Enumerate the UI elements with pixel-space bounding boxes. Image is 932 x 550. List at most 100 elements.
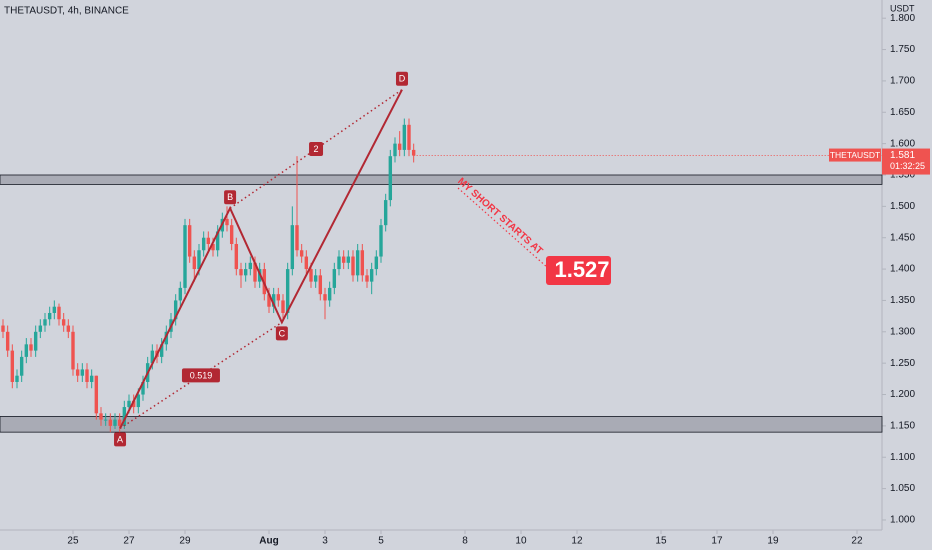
candle-body: [225, 218, 229, 226]
candle-body: [271, 294, 276, 307]
candle-body: [253, 262, 257, 282]
point-box: [114, 432, 127, 447]
candle-body: [122, 407, 127, 426]
candle-body: [337, 256, 341, 270]
y-tick-label: 1.500: [890, 201, 915, 212]
candle-body: [108, 419, 113, 426]
point-box: [224, 190, 237, 205]
x-tick-label: 22: [851, 536, 863, 547]
candle-body: [136, 394, 141, 408]
candle-body: [295, 225, 299, 251]
candle-body: [33, 331, 38, 351]
candle-body: [99, 413, 103, 420]
candle-body: [411, 149, 416, 156]
candle-body: [397, 143, 402, 150]
y-tick-label: 1.400: [890, 264, 915, 275]
candle-body: [229, 225, 234, 244]
y-tick-label: 1.750: [890, 44, 915, 55]
annotation-line: [457, 187, 549, 269]
candle-body: [211, 243, 215, 251]
point-label: D: [399, 74, 406, 84]
candle-body: [85, 369, 89, 382]
candle-body: [197, 250, 201, 270]
price-label: 1.527: [554, 257, 609, 282]
candle-body: [346, 256, 351, 263]
candle-body: [131, 400, 136, 408]
x-tick-label: 5: [378, 536, 384, 547]
pattern-dotted: [119, 321, 283, 430]
candle-body: [66, 325, 71, 332]
candle-body: [313, 275, 318, 282]
last-price-label: 1.581: [890, 150, 915, 161]
y-tick-label: 1.800: [890, 13, 915, 24]
candle-body: [323, 294, 327, 301]
candle-body: [327, 287, 332, 301]
candle-body: [113, 419, 117, 426]
x-tick-label: 19: [767, 536, 779, 547]
countdown-label: 01:32:25: [890, 161, 925, 171]
x-tick-label: 25: [67, 536, 79, 547]
candle-body: [332, 269, 337, 288]
x-tick-label: 10: [515, 536, 527, 547]
candle-body: [178, 287, 183, 301]
candle-body: [192, 256, 197, 270]
candle-body: [201, 237, 206, 251]
y-axis-label: USDT: [890, 3, 915, 13]
candle-body: [365, 275, 369, 282]
y-tick-label: 1.700: [890, 76, 915, 87]
candle-body: [393, 143, 397, 157]
symbol-tag: [829, 148, 881, 162]
candle-body: [407, 124, 411, 150]
candle-body: [383, 200, 388, 226]
candle-body: [47, 312, 52, 320]
candle-body: [183, 225, 187, 288]
candle-body: [215, 231, 220, 251]
candle-body: [206, 237, 211, 244]
ratio-box: [309, 141, 324, 156]
candle-body: [234, 243, 239, 270]
candle-body: [248, 262, 253, 270]
candle-body: [369, 269, 374, 282]
candle-body: [388, 156, 393, 201]
chart-title: THETAUSDT, 4h, BINANCE: [4, 6, 129, 17]
candle-body: [127, 400, 131, 408]
y-tick-label: 1.450: [890, 232, 915, 243]
candle-body: [355, 250, 360, 276]
candle-body: [5, 331, 10, 351]
candle-body: [150, 350, 155, 364]
candle-body: [75, 369, 80, 376]
symbol-tag-label: THETAUSDT: [830, 150, 880, 160]
x-tick-label: 17: [711, 536, 723, 547]
candle-body: [341, 256, 346, 263]
ratio-label: 2: [314, 144, 319, 154]
point-box: [395, 71, 408, 86]
candle-body: [1, 325, 5, 332]
candle-body: [10, 350, 15, 382]
candle-body: [43, 319, 47, 326]
y-tick-label: 1.200: [890, 389, 915, 400]
price-label-box: [546, 256, 611, 285]
x-tick-label: 15: [655, 536, 667, 547]
candle-body: [285, 269, 290, 313]
candle-body: [309, 269, 313, 282]
candle-body: [159, 344, 164, 357]
candle-body: [24, 344, 29, 357]
pattern-line: [119, 89, 403, 429]
candle-body: [360, 250, 365, 276]
candle-body: [290, 225, 295, 270]
candle-body: [173, 300, 178, 320]
candle-body: [239, 269, 243, 276]
y-tick-label: 1.650: [890, 107, 915, 118]
x-tick-label: 8: [462, 536, 468, 547]
y-tick-label: 1.050: [890, 483, 915, 494]
candle-body: [276, 294, 281, 301]
candle-body: [304, 256, 309, 270]
y-tick-label: 1.100: [890, 452, 915, 463]
candle-body: [29, 344, 33, 351]
candle-body: [243, 269, 248, 276]
candle-body: [379, 225, 383, 257]
x-tick-label: 27: [123, 536, 135, 547]
ratio-label: 0.519: [190, 370, 213, 380]
candle-body: [52, 306, 57, 313]
